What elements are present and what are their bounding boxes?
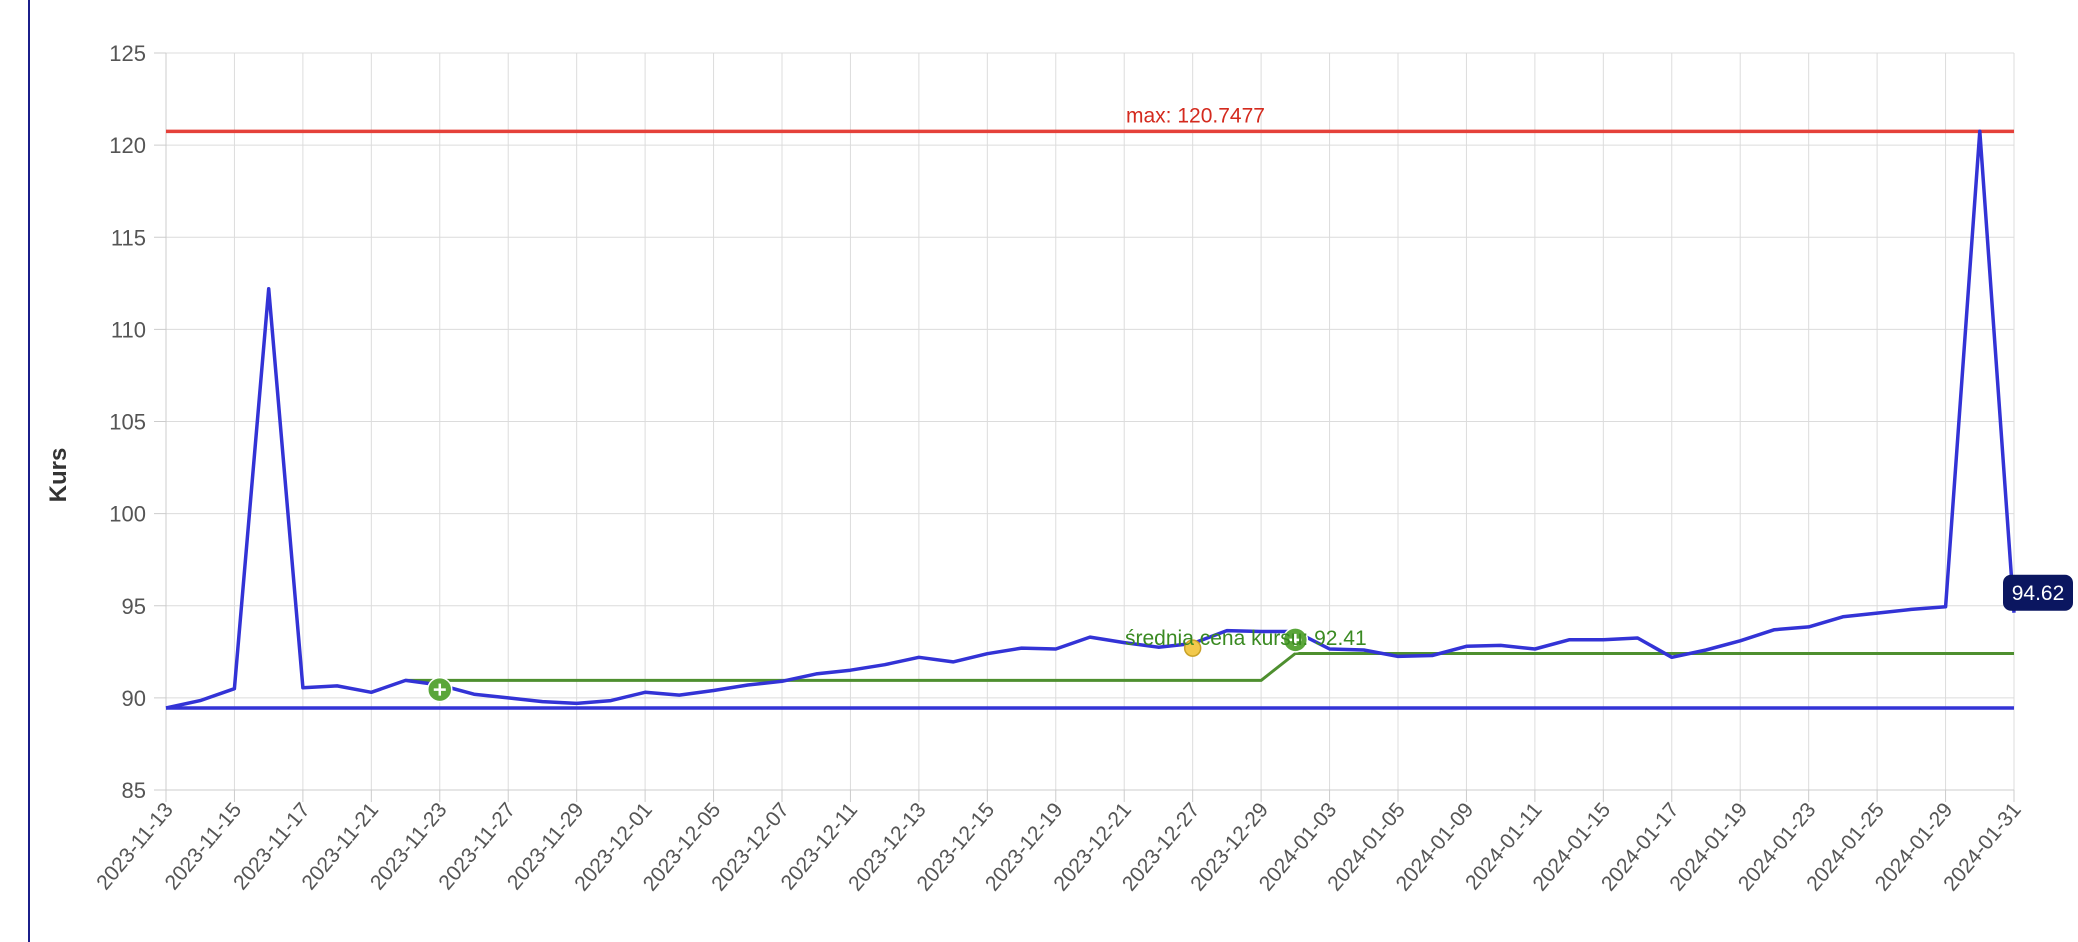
buy-marker-plus-icon (1289, 633, 1302, 646)
grid (154, 52, 2015, 802)
series-lines (165, 129, 2016, 710)
buy-marker-plus-icon (433, 683, 446, 696)
reference-lines: max: 120.7477 (166, 104, 2014, 710)
y-axis-label: Kurs (45, 448, 72, 503)
y-tick-label: 110 (111, 317, 146, 342)
y-axis-ticks: 85 90 95 100 105 110 115 120 125 (109, 41, 146, 803)
max-reference-label: max: 120.7477 (1126, 104, 1265, 127)
average-price-series-line (405, 652, 2014, 682)
value-tooltip[interactable]: 94.62 (2003, 574, 2073, 611)
x-axis-ticks: 2023-11-132023-11-152023-11-172023-11-21… (92, 798, 2026, 895)
markers (427, 627, 1309, 703)
y-tick-label: 95 (122, 594, 146, 619)
y-tick-label: 120 (109, 133, 146, 158)
y-tick-label: 85 (122, 778, 146, 803)
y-tick-label: 125 (109, 41, 146, 66)
y-tick-label: 100 (109, 502, 146, 527)
left-border (28, 0, 30, 942)
tooltip-box (2003, 574, 2073, 611)
y-tick-label: 90 (122, 686, 146, 711)
price-series-line (165, 129, 2016, 710)
y-tick-label: 105 (109, 410, 146, 435)
tooltip-value: 94.62 (2012, 582, 2065, 605)
y-tick-label: 115 (111, 225, 146, 250)
average-price-label: średnia cena kursu: 92.41 (1125, 627, 1367, 650)
neutral-marker (1183, 639, 1202, 657)
